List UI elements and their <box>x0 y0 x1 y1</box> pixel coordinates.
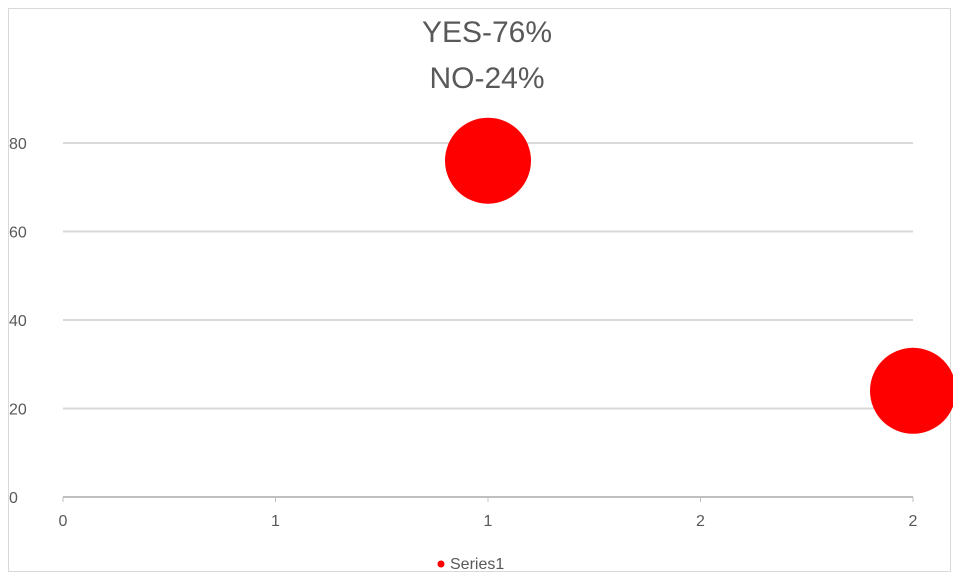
y-tick-label: 20 <box>9 402 27 419</box>
x-tick-label: 1 <box>484 513 493 530</box>
x-tick-label: 1 <box>271 513 280 530</box>
legend: Series1 <box>437 556 504 573</box>
y-tick-label: 80 <box>9 136 27 153</box>
legend-label-series1: Series1 <box>450 556 504 573</box>
y-axis-tick-labels: 0 20 40 60 80 <box>9 136 27 507</box>
x-tick-label: 2 <box>696 513 705 530</box>
data-point <box>445 117 531 204</box>
chart-title-line-2: NO-24% <box>429 62 544 95</box>
x-tick-label: 2 <box>909 513 918 530</box>
y-tick-label: 40 <box>9 313 27 330</box>
y-tick-label: 0 <box>9 490 18 507</box>
chart-title-line-1: YES-76% <box>422 16 552 49</box>
x-tick-label: 0 <box>59 513 68 530</box>
chart-area <box>8 8 951 572</box>
legend-marker-series1 <box>437 560 445 568</box>
x-axis-tick-labels: 0 1 1 2 2 <box>59 497 918 530</box>
data-point <box>870 347 953 434</box>
data-points <box>445 117 953 434</box>
y-tick-label: 60 <box>9 225 27 242</box>
